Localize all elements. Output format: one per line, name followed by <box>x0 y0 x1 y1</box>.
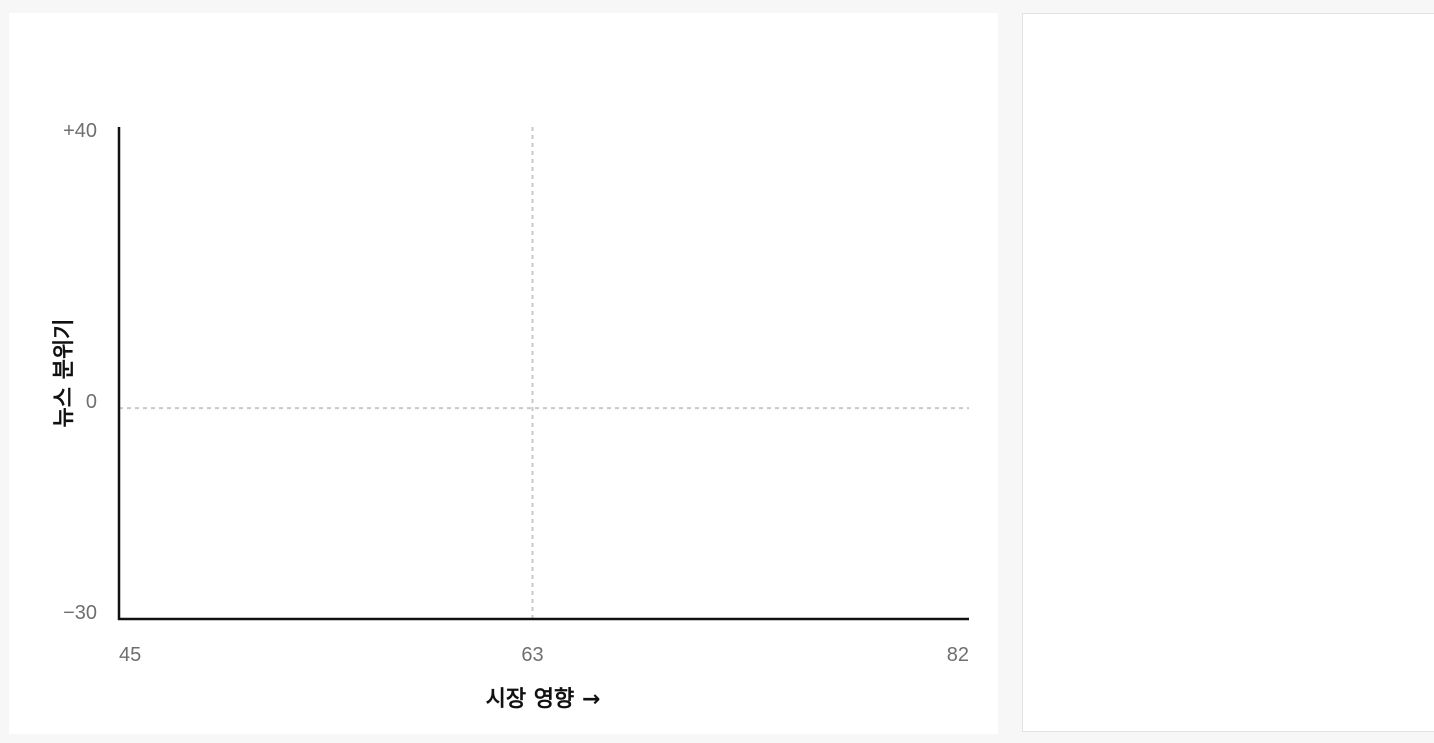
x-axis-title: 시장 영향 → <box>486 687 601 712</box>
y-tick-label: +40 <box>63 120 97 142</box>
chart-card <box>9 13 998 734</box>
x-tick-label: 45 <box>119 644 141 666</box>
y-axis-title: 뉴스 분위기 <box>52 319 77 428</box>
x-tick-labels: 45 63 82 <box>119 644 969 666</box>
reference-lines <box>119 127 969 619</box>
y-tick-labels: +40 0 −30 <box>63 120 97 624</box>
y-tick-label: −30 <box>63 602 97 624</box>
x-tick-label: 63 <box>521 644 543 666</box>
side-panel <box>1022 13 1434 732</box>
y-tick-label: 0 <box>86 391 97 413</box>
axes <box>117 127 969 621</box>
x-tick-label: 82 <box>947 644 969 666</box>
